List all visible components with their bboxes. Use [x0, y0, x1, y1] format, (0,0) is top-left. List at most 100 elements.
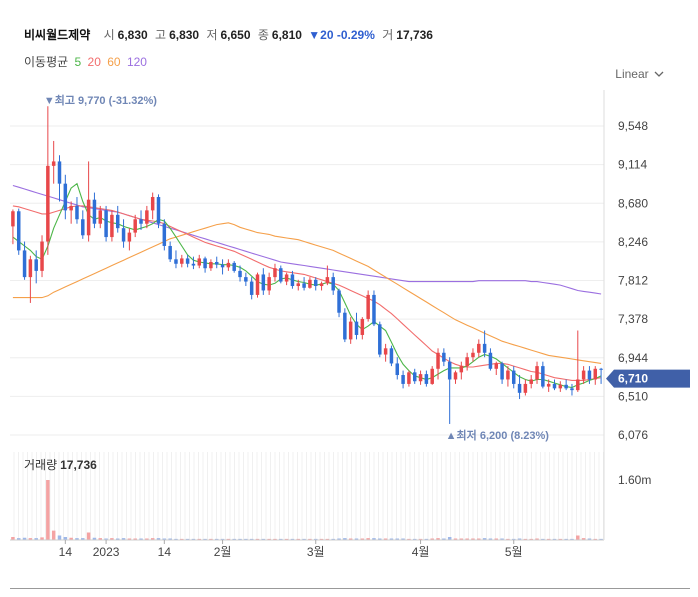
volume-bar: [395, 538, 400, 540]
x-tick-label: 2023: [93, 545, 120, 559]
candle-body: [477, 343, 481, 353]
x-tick-label: 14: [158, 545, 172, 559]
candle-body: [570, 388, 574, 391]
candle-body: [511, 370, 516, 384]
volume-bar: [191, 538, 196, 540]
volume-bar: [511, 538, 516, 540]
candle-body: [92, 199, 97, 224]
volume-bar: [57, 535, 62, 540]
volume-panel-value: 17,736: [60, 458, 97, 472]
candle-body: [546, 383, 551, 387]
ma60-line: [12, 222, 602, 364]
volume-bars: [11, 480, 603, 540]
volume-bar: [104, 538, 108, 540]
candle-body: [442, 352, 446, 362]
ma-legend-120[interactable]: 120: [126, 55, 147, 69]
candle-body: [57, 161, 62, 184]
volume-bar: [378, 538, 382, 540]
candle-body: [81, 219, 85, 236]
volume-bar: [500, 538, 504, 540]
volume-bar: [506, 538, 510, 540]
volume-bar: [81, 538, 85, 540]
volume-bar: [453, 538, 458, 540]
volume-bar: [325, 538, 330, 540]
current-price-label: 6,710: [618, 372, 648, 386]
scale-toggle[interactable]: Linear: [615, 67, 664, 81]
volume-bar: [75, 538, 79, 540]
volume-bar: [11, 537, 15, 540]
volume-bar: [156, 538, 161, 540]
volume-bar: [372, 538, 376, 540]
volume-bar: [296, 538, 301, 540]
volume-bar: [145, 538, 149, 540]
candle-body: [407, 372, 411, 384]
candle-body: [249, 281, 254, 295]
candle-body: [232, 262, 236, 271]
volume-bar: [581, 538, 586, 540]
candle-body: [482, 343, 487, 353]
stock-name: 비씨월드제약: [24, 28, 91, 42]
candle-body: [471, 352, 475, 358]
ma-legend-title: 이동평균: [24, 55, 69, 69]
stock-header: 비씨월드제약 시 6,830 고 6,830 저 6,650 종 6,810 ▼20 -…: [24, 26, 433, 43]
volume-bar: [593, 538, 598, 540]
candle-body: [174, 259, 178, 264]
candle-body: [500, 363, 504, 380]
candle-body: [401, 375, 405, 384]
candle-body: [139, 219, 143, 224]
candle-body: [343, 312, 347, 340]
volume-bar: [477, 538, 481, 540]
high-annotation: ▼최고 9,770 (-31.32%): [44, 93, 157, 107]
volume-bar: [185, 538, 190, 540]
volume-bar: [366, 538, 370, 540]
candle-body: [587, 370, 592, 380]
volume-bar: [197, 538, 202, 540]
volume-bar: [465, 538, 469, 540]
candle-body: [517, 383, 522, 393]
ma20-line: [12, 205, 602, 381]
candle-body: [150, 197, 155, 211]
candle-body: [180, 258, 184, 264]
volume-bar: [331, 538, 335, 540]
candle-body: [389, 348, 394, 364]
volume-bar: [92, 537, 97, 540]
close-value: 6,810: [271, 28, 302, 42]
volume-bar: [308, 538, 312, 540]
change-value: ▼20 -0.29%: [308, 28, 375, 42]
candle-body: [22, 250, 27, 278]
ma120-line: [12, 184, 602, 295]
ma-legend-60[interactable]: 60: [107, 55, 121, 69]
candle-body: [121, 228, 126, 242]
volume-bar: [587, 538, 592, 540]
candle-body: [238, 270, 242, 278]
candle-body: [430, 368, 434, 384]
volume-bar: [168, 538, 172, 540]
candle-body: [75, 205, 79, 220]
candle-body: [40, 241, 44, 271]
volume-axis-label: 1.60m: [618, 473, 651, 487]
ma-legend-20[interactable]: 20: [87, 55, 101, 69]
volume-bar: [69, 537, 73, 540]
candle-body: [115, 214, 120, 229]
volume-bar: [535, 538, 539, 540]
volume-bar: [558, 538, 563, 540]
y-tick-label: 6,076: [618, 428, 648, 442]
candle-body: [133, 219, 137, 233]
candle-body: [459, 366, 464, 373]
volume-bar: [599, 538, 603, 540]
candle-body: [436, 352, 440, 369]
ma-legend-5[interactable]: 5: [74, 55, 82, 69]
y-tick-label: 9,548: [618, 119, 648, 133]
candle-body: [337, 290, 341, 313]
candle-body: [447, 361, 452, 380]
volume-grid: [13, 452, 604, 540]
volume-bar: [279, 538, 283, 540]
candle-body: [162, 223, 167, 246]
volume-bar: [546, 538, 551, 540]
close-label: 종: [257, 28, 269, 42]
candle-body: [453, 372, 458, 380]
candle-body: [156, 197, 161, 224]
candle-body: [302, 283, 306, 288]
low-value: 6,650: [220, 28, 251, 42]
